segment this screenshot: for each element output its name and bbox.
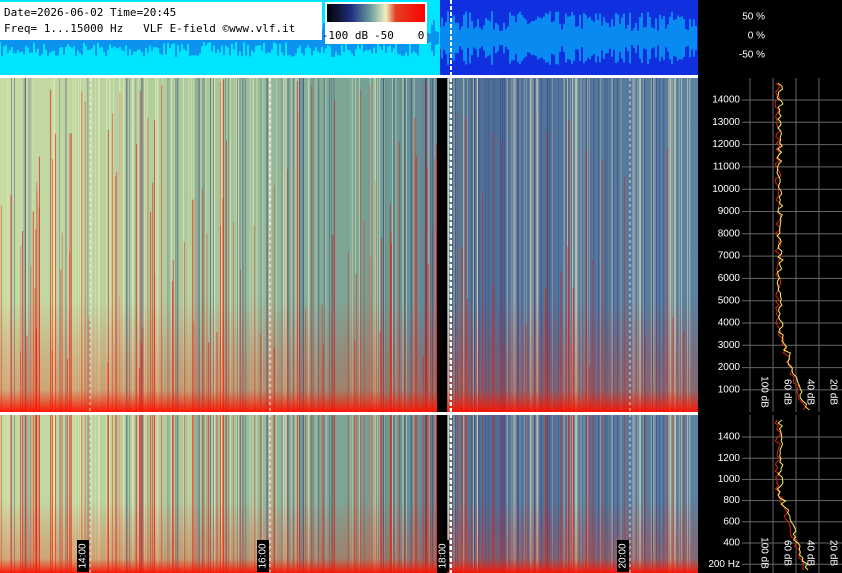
waveform-label: 0 % (748, 31, 765, 42)
freq-label: 10000 (712, 184, 740, 195)
freq-label: 1400 (718, 432, 741, 443)
info-box (0, 2, 322, 40)
waveform-label: 50 % (742, 12, 765, 23)
freq-label: 200 Hz (708, 559, 740, 570)
db-label: 40 dB (804, 379, 815, 405)
spectrum-line (774, 419, 805, 571)
colorbar-label: 0 (418, 29, 425, 42)
freq-label: 5000 (718, 295, 741, 306)
time-label-bg (77, 540, 89, 572)
colorbar (327, 4, 425, 22)
freq-label: 13000 (712, 117, 740, 128)
colorbar-label: -50 (374, 29, 394, 42)
time-label-bg (437, 540, 449, 572)
low-band (0, 300, 698, 412)
db-label: 40 dB (804, 540, 815, 566)
divider (0, 412, 698, 415)
waveform-blue (440, 0, 698, 75)
db-label: 100 dB (758, 537, 769, 569)
freq-label: 2000 (718, 362, 741, 373)
time-label-bg (257, 540, 269, 572)
db-label: 100 dB (758, 376, 769, 408)
time-label: 14:00 (78, 543, 89, 568)
spectrum-line (774, 82, 807, 411)
freq-label: 11000 (713, 162, 741, 173)
db-label: 60 dB (781, 540, 792, 566)
freq-label: 4000 (718, 318, 741, 329)
db-label: 20 dB (827, 379, 838, 405)
db-label: 60 dB (781, 379, 792, 405)
time-label-bg (617, 540, 629, 572)
freq-label: 1000 (718, 385, 741, 396)
time-label: 18:00 (438, 543, 449, 568)
freq-label: 8000 (718, 228, 741, 239)
freq-label: 7000 (718, 251, 741, 262)
freq-label: 400 (723, 538, 740, 549)
zoom-low-band (0, 500, 698, 573)
spectrum-line (776, 82, 810, 411)
freq-label: 600 (723, 516, 740, 527)
freq-label: 1000 (718, 474, 741, 485)
time-label: 16:00 (258, 543, 269, 568)
gap-bar (437, 78, 447, 573)
freq-line: Freq= 1...15000 Hz VLF E-field ©www.vlf.… (4, 22, 295, 35)
freq-label: 800 (723, 495, 740, 506)
freq-label: 12000 (712, 139, 740, 150)
db-label: 20 dB (827, 540, 838, 566)
freq-label: 9000 (718, 206, 741, 217)
divider (0, 75, 698, 78)
colorbar-label: -100 dB (322, 29, 369, 42)
freq-label: 6000 (718, 273, 741, 284)
waveform-label: -50 % (739, 50, 765, 61)
date-line: Date=2026-06-02 Time=20:45 (4, 6, 176, 19)
freq-label: 14000 (712, 95, 740, 106)
freq-label: 1200 (718, 453, 741, 464)
spectrum-line (776, 419, 809, 571)
freq-label: 3000 (718, 340, 741, 351)
time-label: 20:00 (618, 543, 629, 568)
